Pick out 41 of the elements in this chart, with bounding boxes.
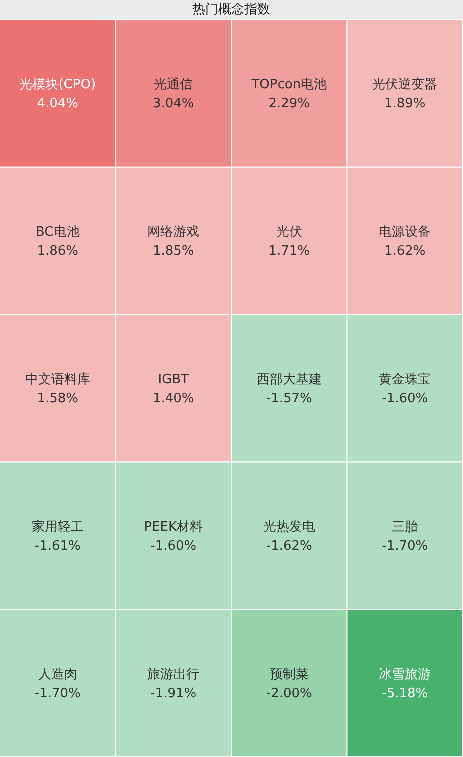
data-label: 3.04% — [152, 96, 194, 112]
category-label: 网络游戏 — [148, 225, 200, 240]
data-label: 1.40% — [152, 392, 194, 406]
data-label: -1.60% — [150, 538, 197, 554]
category-label: 预制菜 — [270, 667, 309, 682]
category-label: 光模块(CPO) — [20, 78, 96, 93]
category-label: BC电池 — [36, 225, 80, 240]
data-label: 1.86% — [37, 244, 79, 260]
data-label: -1.91% — [150, 686, 197, 702]
category-label: 光伏 — [276, 225, 302, 240]
category-label: 三胎 — [392, 520, 418, 535]
data-label: 1.62% — [384, 244, 426, 260]
category-label: 人造肉 — [38, 667, 78, 682]
category-label: 家用轻工 — [32, 518, 84, 535]
data-label: -1.60% — [382, 392, 428, 406]
data-label: 2.29% — [268, 96, 310, 112]
data-label: 1.85% — [152, 244, 194, 260]
data-label: -2.00% — [266, 686, 312, 702]
category-label: 中文语料库 — [25, 372, 90, 388]
data-label: 4.04% — [37, 96, 79, 112]
category-label: 光热发电 — [263, 520, 316, 535]
data-label: -1.70% — [382, 538, 428, 554]
data-label: 1.58% — [37, 392, 79, 406]
category-label: 旅游出行 — [148, 667, 200, 682]
data-label: -1.70% — [34, 686, 81, 702]
category-label: 西部大基建 — [256, 372, 322, 388]
data-label: -1.61% — [34, 538, 81, 554]
category-label: IGBT — [158, 372, 190, 388]
category-label: 黄金珠宝 — [379, 372, 432, 388]
data-label: -5.18% — [382, 686, 428, 702]
data-label: 1.89% — [384, 96, 426, 112]
text: 热门概念指数 — [192, 2, 270, 18]
data-label: -1.57% — [266, 392, 312, 406]
category-label: 光通信 — [154, 78, 194, 93]
data-label: 1.71% — [268, 244, 310, 260]
category-label: 冰雪旅游 — [379, 667, 432, 682]
category-label: 光伏逆变器 — [372, 78, 438, 93]
category-label: PEEK材料 — [144, 520, 204, 535]
data-label: -1.62% — [266, 538, 312, 554]
category-label: TOPcon电池 — [250, 78, 328, 93]
category-label: 电源设备 — [379, 225, 432, 240]
